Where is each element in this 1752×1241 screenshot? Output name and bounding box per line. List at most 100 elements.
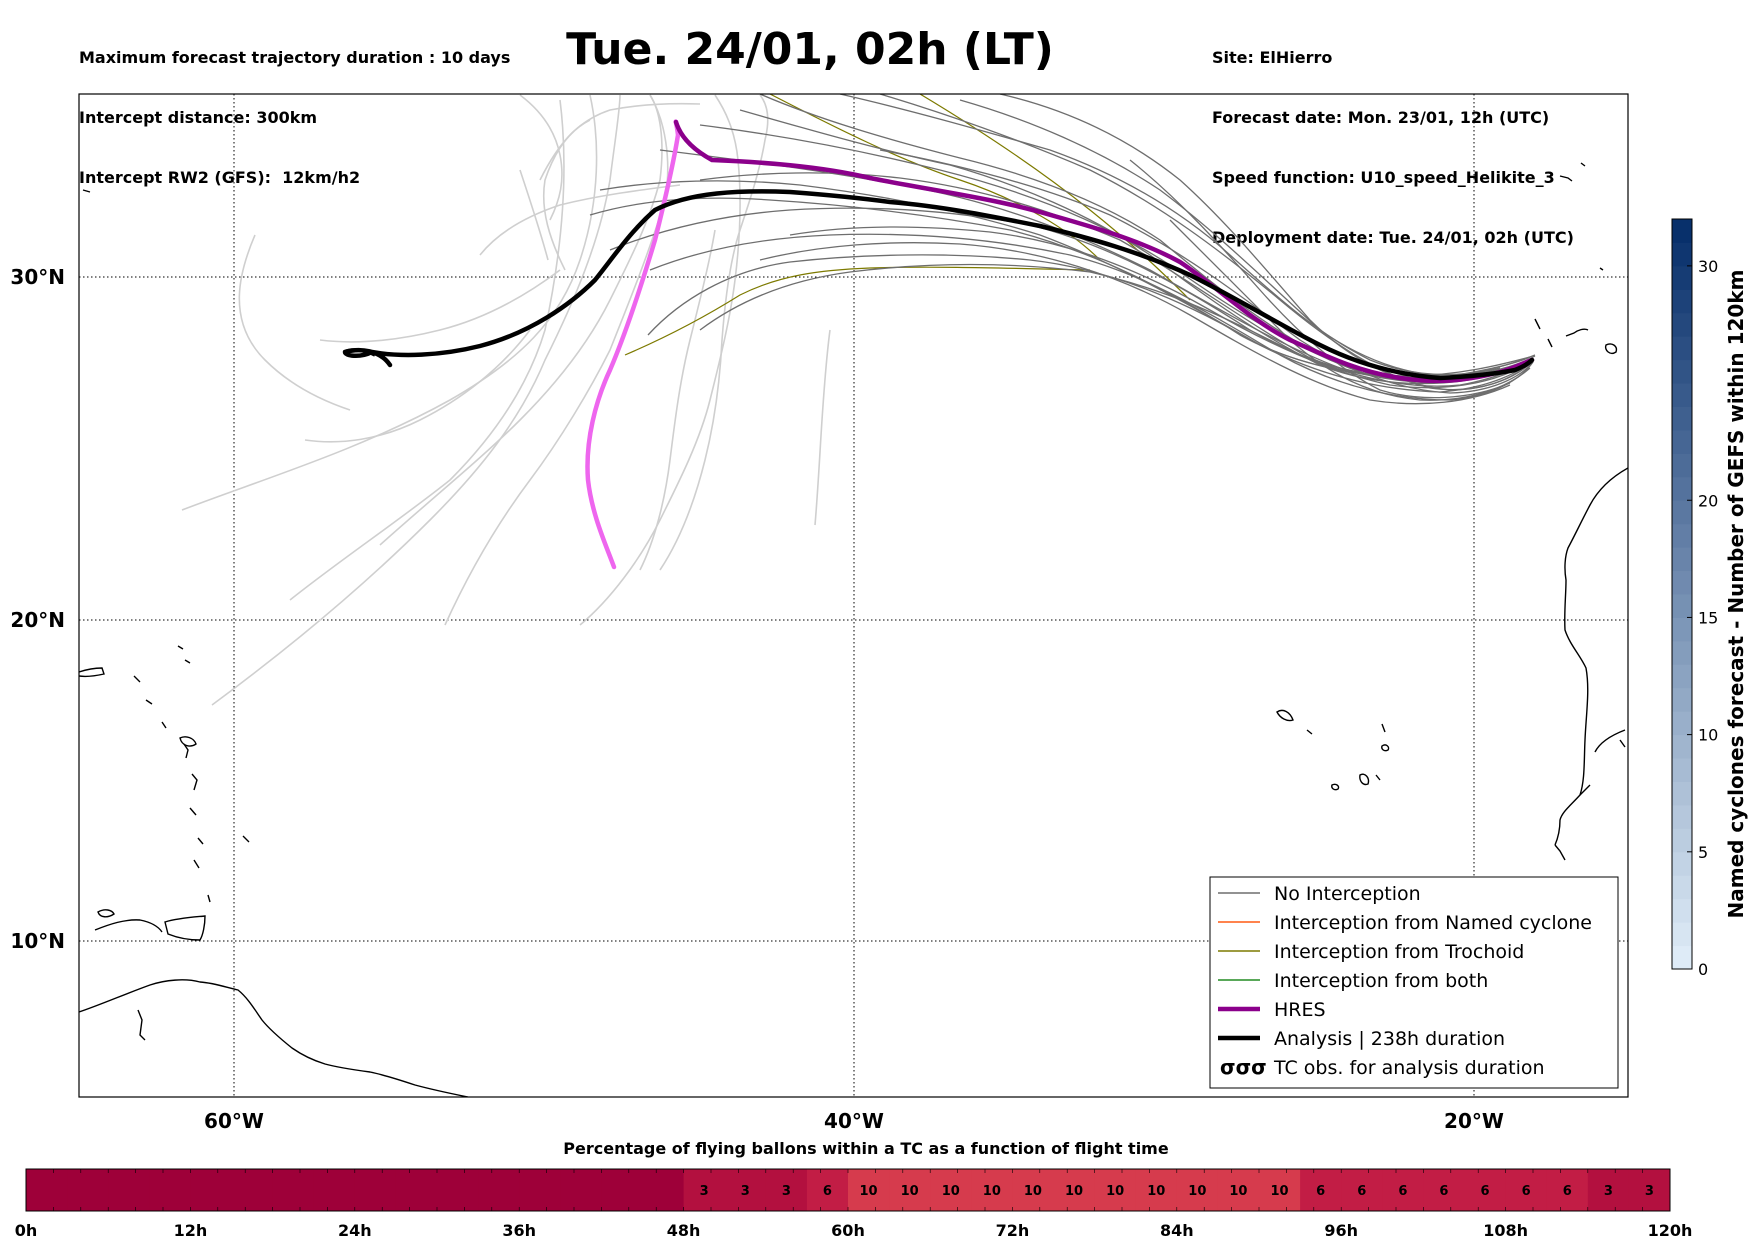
- colorbar-tick-label: 30: [1698, 257, 1718, 276]
- timeline-cell: [930, 1169, 972, 1211]
- timeline-hour-label: 0h: [15, 1221, 38, 1240]
- timeline-cell: [1300, 1169, 1342, 1211]
- timeline-cell-value: 6: [1563, 1184, 1572, 1199]
- light-track: [211, 94, 621, 706]
- colorbar-band: [1672, 898, 1692, 923]
- light-track: [519, 94, 563, 221]
- legend-item: Interception from Trochoid: [1218, 941, 1524, 963]
- timeline-cell: [1094, 1169, 1137, 1211]
- coast-puerto-rico: [79, 667, 105, 678]
- timeline-frame: [25, 1168, 1671, 1212]
- timeline-cell: [1176, 1169, 1219, 1211]
- light-track: [379, 94, 663, 546]
- timeline-title: Percentage of flying ballons within a TC…: [563, 1139, 1169, 1158]
- colorbar-band: [1672, 945, 1692, 970]
- colorbar-band: [1672, 289, 1692, 314]
- timeline-cell: [1217, 1169, 1260, 1211]
- coastlines: [79, 162, 1628, 1097]
- timeline-cell: [806, 1169, 849, 1211]
- timeline-cell: [190, 1169, 232, 1211]
- light-track: [519, 169, 549, 261]
- coast-madeira: [1559, 162, 1586, 182]
- timeline-hour-label: 24h: [338, 1221, 372, 1240]
- timeline-cell-value: 6: [823, 1184, 832, 1199]
- timeline-cell-value: 3: [741, 1184, 750, 1199]
- timeline-cell: [478, 1169, 520, 1211]
- timeline-cell: [1464, 1169, 1507, 1211]
- timeline-cell: [313, 1169, 356, 1211]
- colorbar-band: [1672, 359, 1692, 384]
- timeline-cell-value: 6: [1316, 1184, 1325, 1199]
- timeline-cell-value: 3: [782, 1184, 791, 1199]
- timeline-cell: [1546, 1169, 1589, 1211]
- timeline-cell: [395, 1169, 438, 1211]
- light-track: [289, 99, 565, 601]
- timeline-cell-value: 3: [1604, 1184, 1613, 1199]
- lon-axis-labels: 60°W 40°W 20°W: [204, 1109, 1504, 1133]
- coast-small-islands: [133, 675, 250, 843]
- light-track: [814, 329, 831, 526]
- colorbar-band: [1672, 640, 1692, 665]
- coast-venezuela-north: [94, 919, 163, 933]
- colorbar-label: Named cyclones forecast - Number of GEFS…: [1724, 270, 1748, 919]
- timeline-cell: [354, 1169, 397, 1211]
- timeline-cell-value: 10: [1147, 1184, 1165, 1199]
- timeline-cell: [1053, 1169, 1096, 1211]
- ensemble-track: [589, 197, 1531, 377]
- coast-africa-b: [1554, 784, 1591, 861]
- legend-box: [1209, 876, 1619, 1089]
- ensemble-tracks: [589, 94, 1536, 405]
- header-line: Intercept RW2 (GFS): 12km/h2: [79, 168, 361, 187]
- header-line: Site: ElHierro: [1212, 48, 1333, 67]
- colorbar-band: [1672, 336, 1692, 361]
- timeline-cell: [437, 1169, 479, 1211]
- timeline-cell: [272, 1169, 315, 1211]
- timeline-cell: [889, 1169, 931, 1211]
- colorbar-tick-label: 15: [1698, 608, 1718, 627]
- legend-label: HRES: [1274, 999, 1326, 1021]
- analysis-track: [342, 189, 1535, 381]
- colorbar-ticks: 0 5 10 15 20 30: [1687, 257, 1718, 979]
- header-right: Site: ElHierro Forecast date: Mon. 23/01…: [1212, 8, 1574, 268]
- timeline-cell: [149, 1169, 191, 1211]
- coast-guadeloupe: [179, 736, 197, 747]
- timeline-hour-label: 60h: [831, 1221, 865, 1240]
- header-line: Speed function: U10_speed_Helikite_3: [1212, 168, 1555, 187]
- colorbar-band: [1672, 664, 1692, 689]
- legend-item: Analysis | 238h duration: [1218, 1028, 1505, 1050]
- analysis-start-hook: [343, 348, 376, 357]
- timeline-hour-label: 12h: [174, 1221, 208, 1240]
- colorbar-tick-label: 20: [1698, 491, 1718, 510]
- coast-canaries: [1534, 318, 1618, 354]
- lat-label-10n: 10°N: [10, 929, 65, 953]
- lon-label-60w: 60°W: [204, 1109, 264, 1133]
- timeline-cell-value: 10: [1106, 1184, 1124, 1199]
- colorbar-band: [1672, 570, 1692, 595]
- light-track: [304, 329, 531, 443]
- trochoid-tracks: [624, 94, 1191, 356]
- colorbar-frame: [1671, 218, 1693, 970]
- ensemble-track: [1169, 219, 1531, 401]
- timeline-cell-value: 3: [700, 1184, 709, 1199]
- colorbar-tick-label: 0: [1698, 960, 1708, 979]
- colorbar-band: [1672, 429, 1692, 454]
- legend-label: Interception from Named cyclone: [1274, 912, 1592, 934]
- timeline-cell-value: 6: [1439, 1184, 1448, 1199]
- light-track: [639, 229, 716, 571]
- timeline-cell-value: 10: [1188, 1184, 1206, 1199]
- timeline-hour-label: 120h: [1648, 1221, 1693, 1240]
- colorbar-band: [1672, 547, 1692, 572]
- legend-item: Interception from both: [1218, 970, 1488, 992]
- timeline-cell-value: 10: [942, 1184, 960, 1199]
- timeline-hour-label: 108h: [1483, 1221, 1528, 1240]
- timeline-cell: [67, 1169, 109, 1211]
- coast-south-america: [79, 979, 469, 1097]
- ensemble-track: [879, 94, 1533, 391]
- gridlines: [79, 94, 1628, 1097]
- light-track: [319, 269, 561, 343]
- timeline-cell-value: 10: [901, 1184, 919, 1199]
- coast-island-a: [97, 909, 115, 918]
- colorbar-bands: [1672, 219, 1692, 970]
- timeline-cell: [231, 1169, 274, 1211]
